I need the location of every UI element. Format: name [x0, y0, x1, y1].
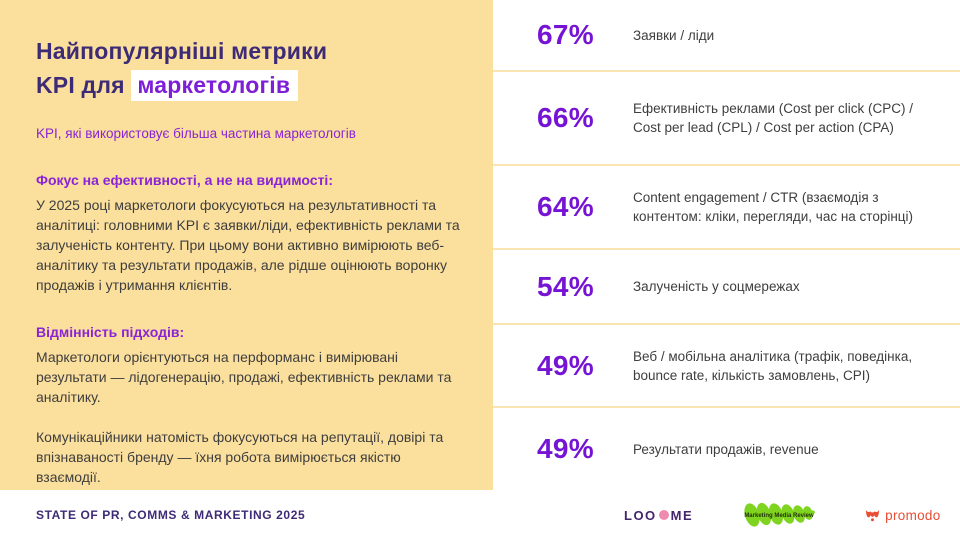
looqme-text-right: ME: [670, 507, 694, 523]
section2-heading: Відмінність підходів:: [36, 324, 185, 340]
section2-body1: Маркетологи орієнтуються на перформанс і…: [36, 349, 452, 405]
intro-panel: Найпопулярніші метрики KPI для маркетолог…: [0, 0, 493, 490]
kpi-row: 66% Ефективність реклами (Cost per click…: [493, 72, 960, 166]
mmr-logo: Marketing Media Review: [743, 499, 816, 531]
footer-title: STATE OF PR, COMMS & MARKETING 2025: [36, 508, 306, 522]
kpi-list: 67% Заявки / ліди 66% Ефективність рекла…: [493, 0, 960, 490]
promodo-logo: promodo: [865, 508, 940, 523]
kpi-row: 64% Content engagement / CTR (взаємодія …: [493, 166, 960, 250]
kpi-label: Результати продажів, revenue: [633, 441, 819, 457]
kpi-percent: 67%: [537, 19, 594, 50]
footer-logos: LOO ME Marketing Media Review: [624, 490, 941, 540]
kpi-percent: 66%: [537, 102, 594, 133]
promodo-icon: [866, 509, 880, 521]
looqme-logo: LOO ME: [624, 508, 693, 523]
kpi-label: Ефективність реклами (Cost per click (CP…: [633, 101, 914, 135]
intro-subtitle: KPI, які використовує більша частина мар…: [36, 126, 356, 141]
kpi-percent: 49%: [537, 433, 594, 464]
page-title-line2-prefix: KPI для: [36, 72, 132, 98]
section1-body: У 2025 році маркетологи фокусуються на р…: [36, 197, 460, 293]
looqme-o-mark-icon: [658, 510, 669, 520]
kpi-percent: 49%: [537, 349, 594, 381]
footer: STATE OF PR, COMMS & MARKETING 2025 LOO M…: [0, 490, 960, 540]
section2-body2: Комунікаційники натомість фокусуються на…: [36, 429, 444, 485]
section1-heading: Фокус на ефективності, а не на видимості…: [36, 172, 333, 188]
mmr-logo-text: Marketing Media Review: [744, 513, 814, 519]
kpi-label: Залученість у соцмережах: [633, 279, 800, 294]
kpi-row: 67% Заявки / ліди: [493, 0, 960, 72]
kpi-label: Веб / мобільна аналітика (трафік, поведі…: [633, 348, 913, 383]
kpi-label: Content engagement / CTR (взаємодія з ко…: [633, 190, 914, 224]
kpi-row: 49% Результати продажів, revenue: [493, 408, 960, 490]
mmr-scribble-icon: Marketing Media Review: [744, 502, 816, 527]
kpi-percent: 64%: [537, 191, 594, 222]
kpi-percent: 54%: [537, 270, 594, 302]
kpi-label: Заявки / ліди: [633, 27, 715, 43]
kpi-row: 49% Веб / мобільна аналітика (трафік, по…: [493, 325, 960, 408]
looqme-text-left: LOO: [624, 507, 657, 523]
page-title: Найпопулярніші метрики KPI для маркетолог…: [36, 34, 457, 102]
promodo-logo-text: promodo: [885, 507, 941, 523]
kpi-row: 54% Залученість у соцмережах: [493, 250, 960, 325]
page-title-line1: Найпопулярніші метрики: [36, 38, 328, 64]
title-highlight: маркетологів: [131, 70, 299, 101]
